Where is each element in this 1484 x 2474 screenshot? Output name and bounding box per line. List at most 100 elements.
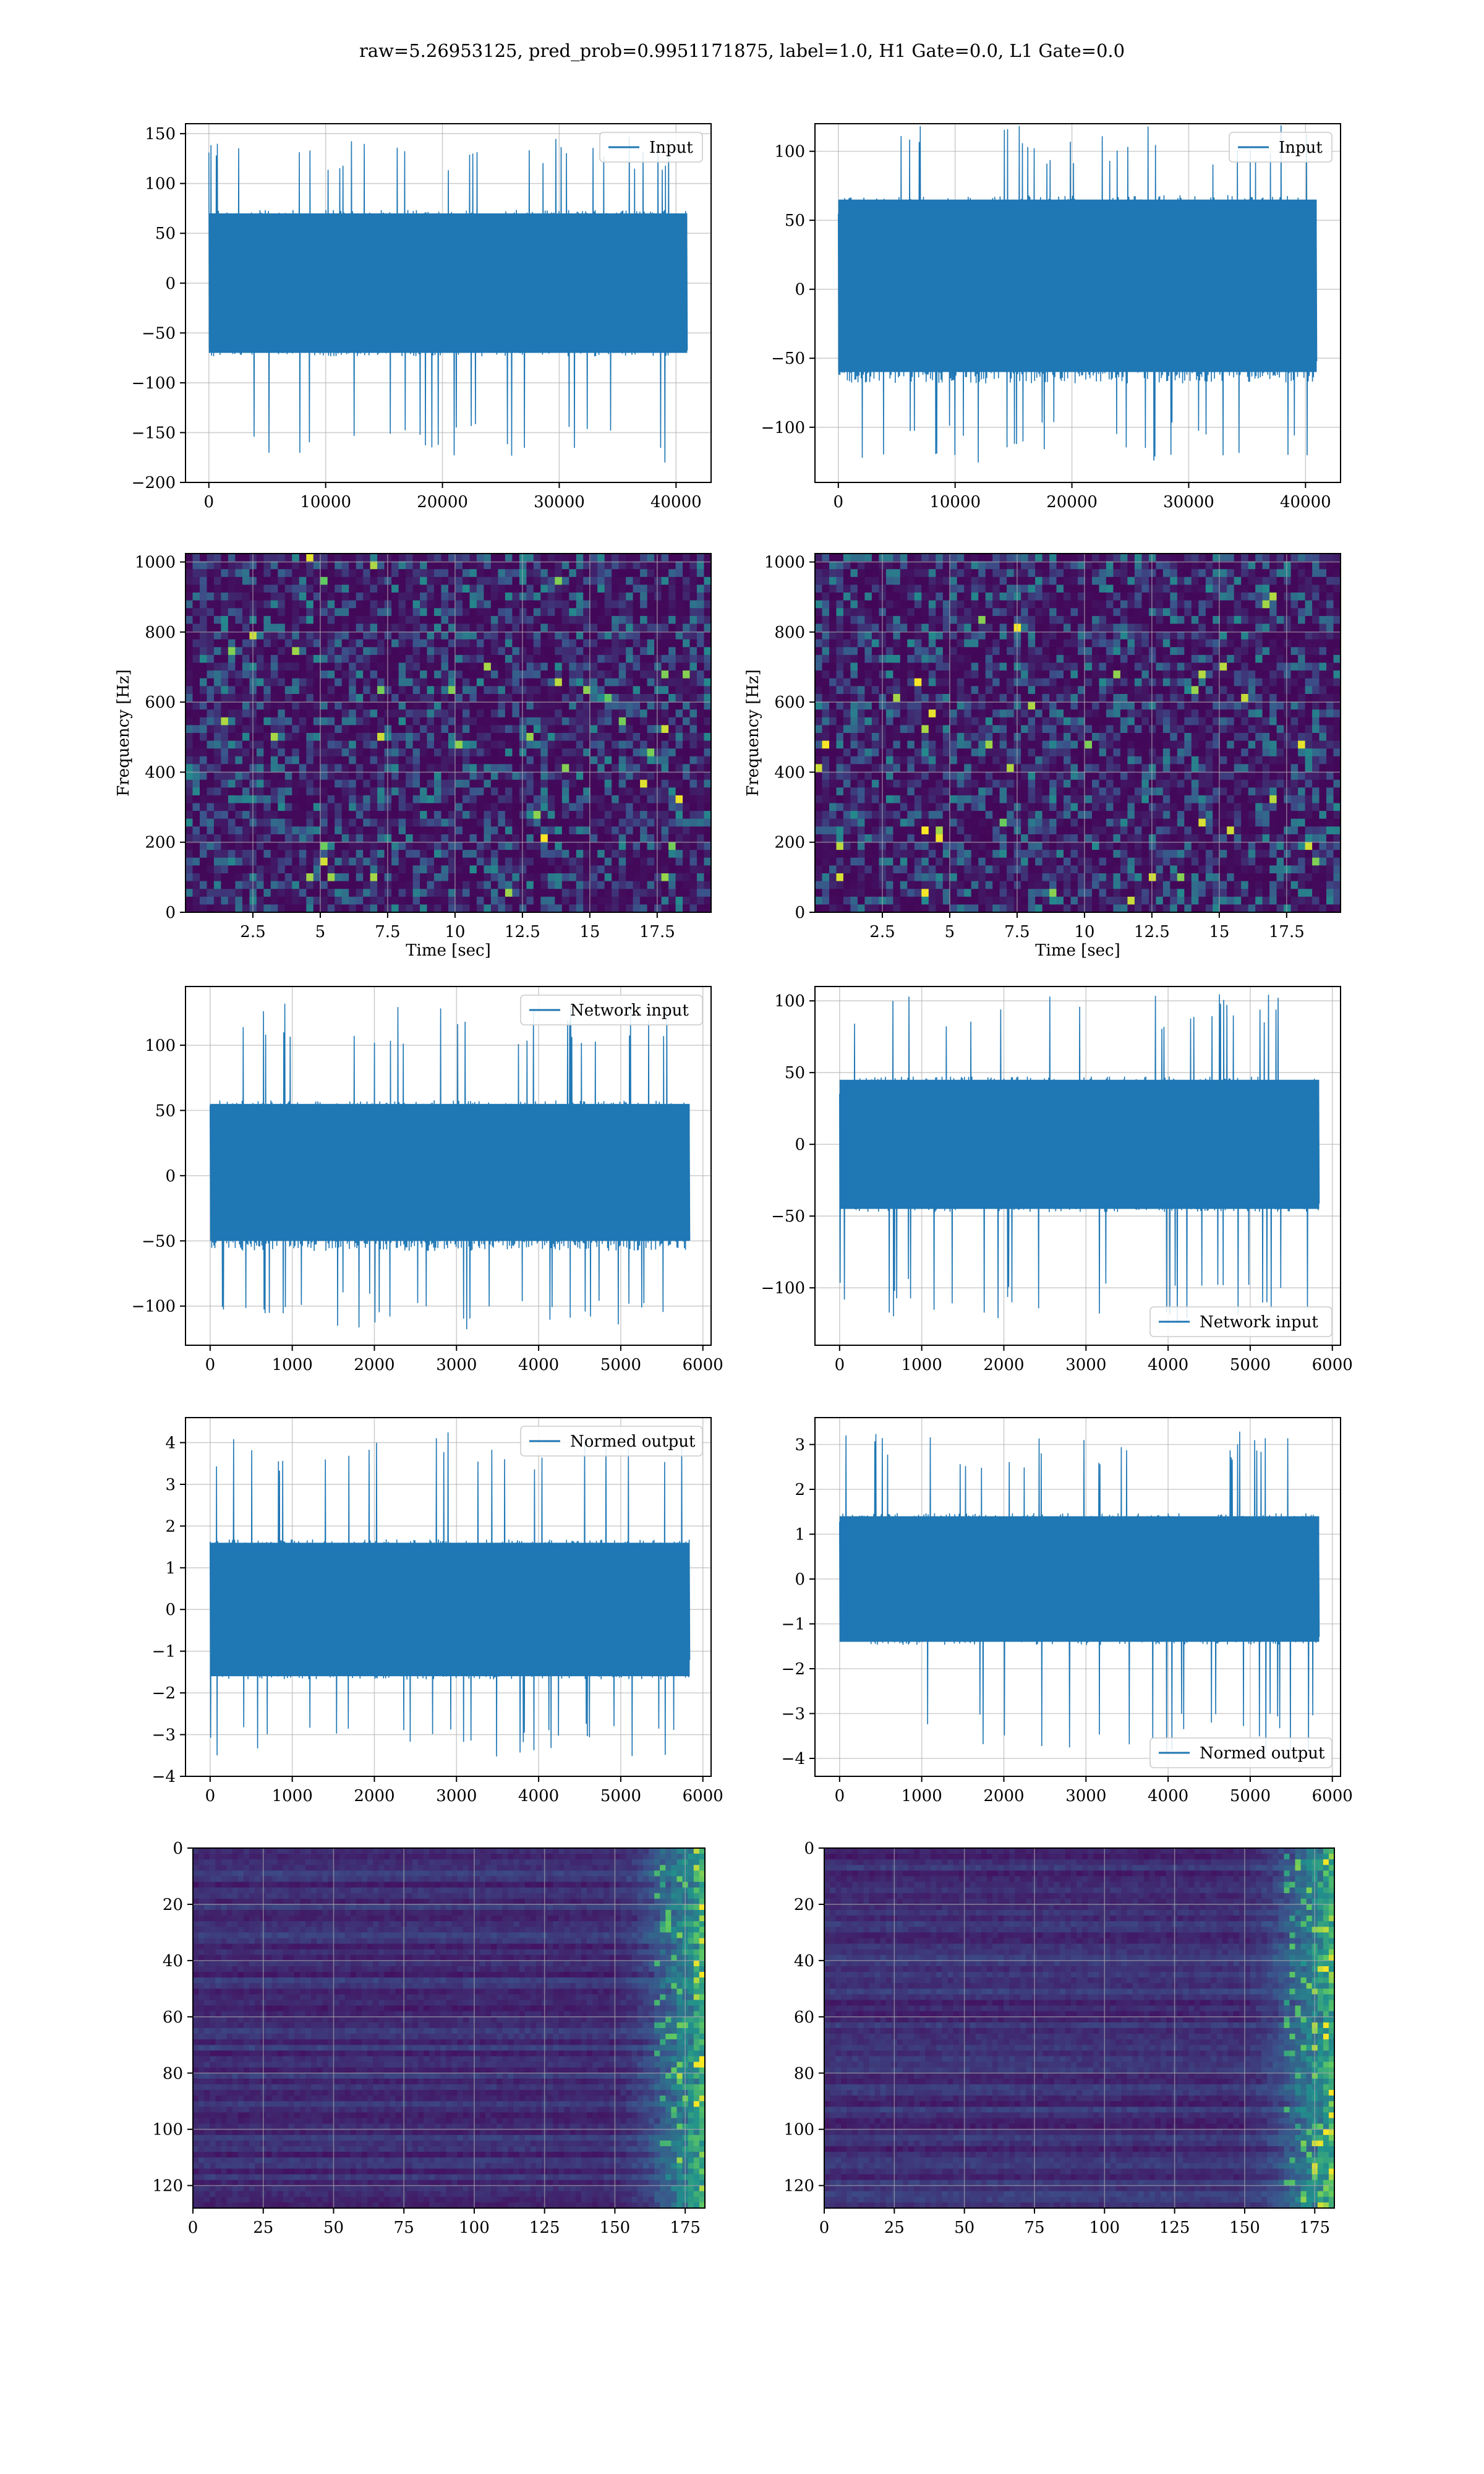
heatmap-cell	[971, 615, 979, 625]
heatmap-cell	[1184, 647, 1192, 656]
heatmap-cell	[597, 593, 605, 601]
heatmap-cell	[1248, 631, 1256, 640]
heatmap-cell	[341, 593, 349, 601]
heatmap-cell	[1070, 701, 1078, 710]
heatmap-cell	[335, 787, 343, 796]
heatmap-cell	[299, 842, 307, 850]
heatmap-cell	[654, 740, 662, 749]
heatmap-cell	[697, 733, 705, 742]
heatmap-cell	[186, 647, 194, 656]
heatmap-cell	[1177, 600, 1185, 609]
heatmap-cell	[1156, 584, 1164, 593]
heatmap-cell	[391, 896, 399, 905]
heatmap-cell	[1319, 678, 1327, 687]
heatmap-cell	[1241, 670, 1249, 679]
heatmap-cell	[327, 554, 335, 562]
heatmap-cell	[661, 733, 669, 742]
heatmap-cell	[1205, 647, 1213, 656]
heatmap-cell	[843, 694, 851, 703]
heatmap-cell	[1035, 569, 1043, 578]
heatmap-cell	[647, 756, 655, 764]
heatmap-cell	[590, 904, 598, 912]
heatmap-cell	[633, 615, 641, 625]
heatmap-cell	[221, 756, 229, 764]
heatmap-cell	[1134, 662, 1142, 671]
y-tick-label: 600	[145, 693, 176, 712]
heatmap-cell	[590, 818, 598, 827]
heatmap-cell	[228, 850, 236, 858]
heatmap-cell	[957, 639, 965, 648]
heatmap-cell	[228, 834, 236, 843]
heatmap-cell	[1092, 576, 1100, 585]
heatmap-cell	[583, 756, 591, 764]
heatmap-cell	[356, 834, 364, 843]
heatmap-cell	[349, 850, 357, 858]
heatmap-cell	[540, 857, 548, 866]
heatmap-cell	[434, 584, 442, 593]
heatmap-cell	[526, 834, 534, 843]
heatmap-cell	[299, 787, 307, 796]
heatmap-cell	[242, 670, 250, 679]
heatmap-cell	[1219, 639, 1227, 648]
heatmap-cell	[604, 670, 612, 679]
heatmap-cell	[583, 818, 591, 827]
heatmap-cell	[697, 842, 705, 850]
heatmap-cell	[263, 889, 271, 897]
heatmap-cell	[1305, 654, 1313, 664]
heatmap-cell	[569, 896, 577, 905]
heatmap-cell	[928, 576, 936, 585]
heatmap-cell	[256, 787, 264, 796]
heatmap-cell	[626, 639, 634, 648]
heatmap-cell	[547, 686, 555, 695]
heatmap-cell	[569, 561, 577, 570]
heatmap-cell	[498, 678, 506, 687]
heatmap-cell	[914, 593, 922, 601]
heatmap-cell	[640, 764, 648, 773]
heatmap-cell	[597, 670, 605, 679]
heatmap-cell	[512, 631, 520, 640]
heatmap-cell	[221, 873, 229, 882]
heatmap-cell	[434, 779, 442, 788]
heatmap-cell	[647, 772, 655, 781]
heatmap-cell	[843, 576, 851, 585]
heatmap-cell	[647, 654, 655, 664]
heatmap-cell	[463, 733, 471, 742]
heatmap-cell	[668, 686, 676, 695]
heatmap-cell	[299, 631, 307, 640]
heatmap-cell	[221, 584, 229, 593]
heatmap-cell	[1156, 623, 1164, 632]
heatmap-cell	[463, 896, 471, 905]
heatmap-cell	[1326, 569, 1334, 578]
heatmap-cell	[633, 584, 641, 593]
heatmap-cell	[985, 576, 993, 585]
heatmap-cell	[1319, 647, 1327, 656]
heatmap-cell	[640, 756, 648, 764]
heatmap-cell	[1234, 639, 1242, 648]
heatmap-cell	[320, 779, 328, 788]
heatmap-cell	[498, 733, 506, 742]
heatmap-cell	[668, 694, 676, 703]
heatmap-cell	[555, 857, 563, 866]
heatmap-cell	[1269, 670, 1277, 679]
heatmap-cell	[633, 654, 641, 664]
heatmap-cell	[836, 623, 844, 632]
heatmap-cell	[341, 850, 349, 858]
heatmap-cell	[320, 631, 328, 640]
heatmap-cell	[1333, 600, 1341, 609]
heatmap-cell	[341, 678, 349, 687]
heatmap-cell	[985, 600, 993, 609]
heatmap-cell	[200, 576, 208, 585]
heatmap-cell	[618, 779, 626, 788]
heatmap-cell	[907, 654, 915, 664]
heatmap-cell	[942, 631, 950, 640]
heatmap-cell	[427, 584, 435, 593]
heatmap-cell	[306, 593, 314, 601]
heatmap-cell	[490, 764, 498, 773]
heatmap-cell	[278, 593, 286, 601]
heatmap-cell	[1262, 654, 1270, 664]
heatmap-cell	[936, 639, 944, 648]
heatmap-cell	[576, 873, 584, 882]
heatmap-cell	[1177, 654, 1185, 664]
heatmap-cell	[420, 733, 428, 742]
